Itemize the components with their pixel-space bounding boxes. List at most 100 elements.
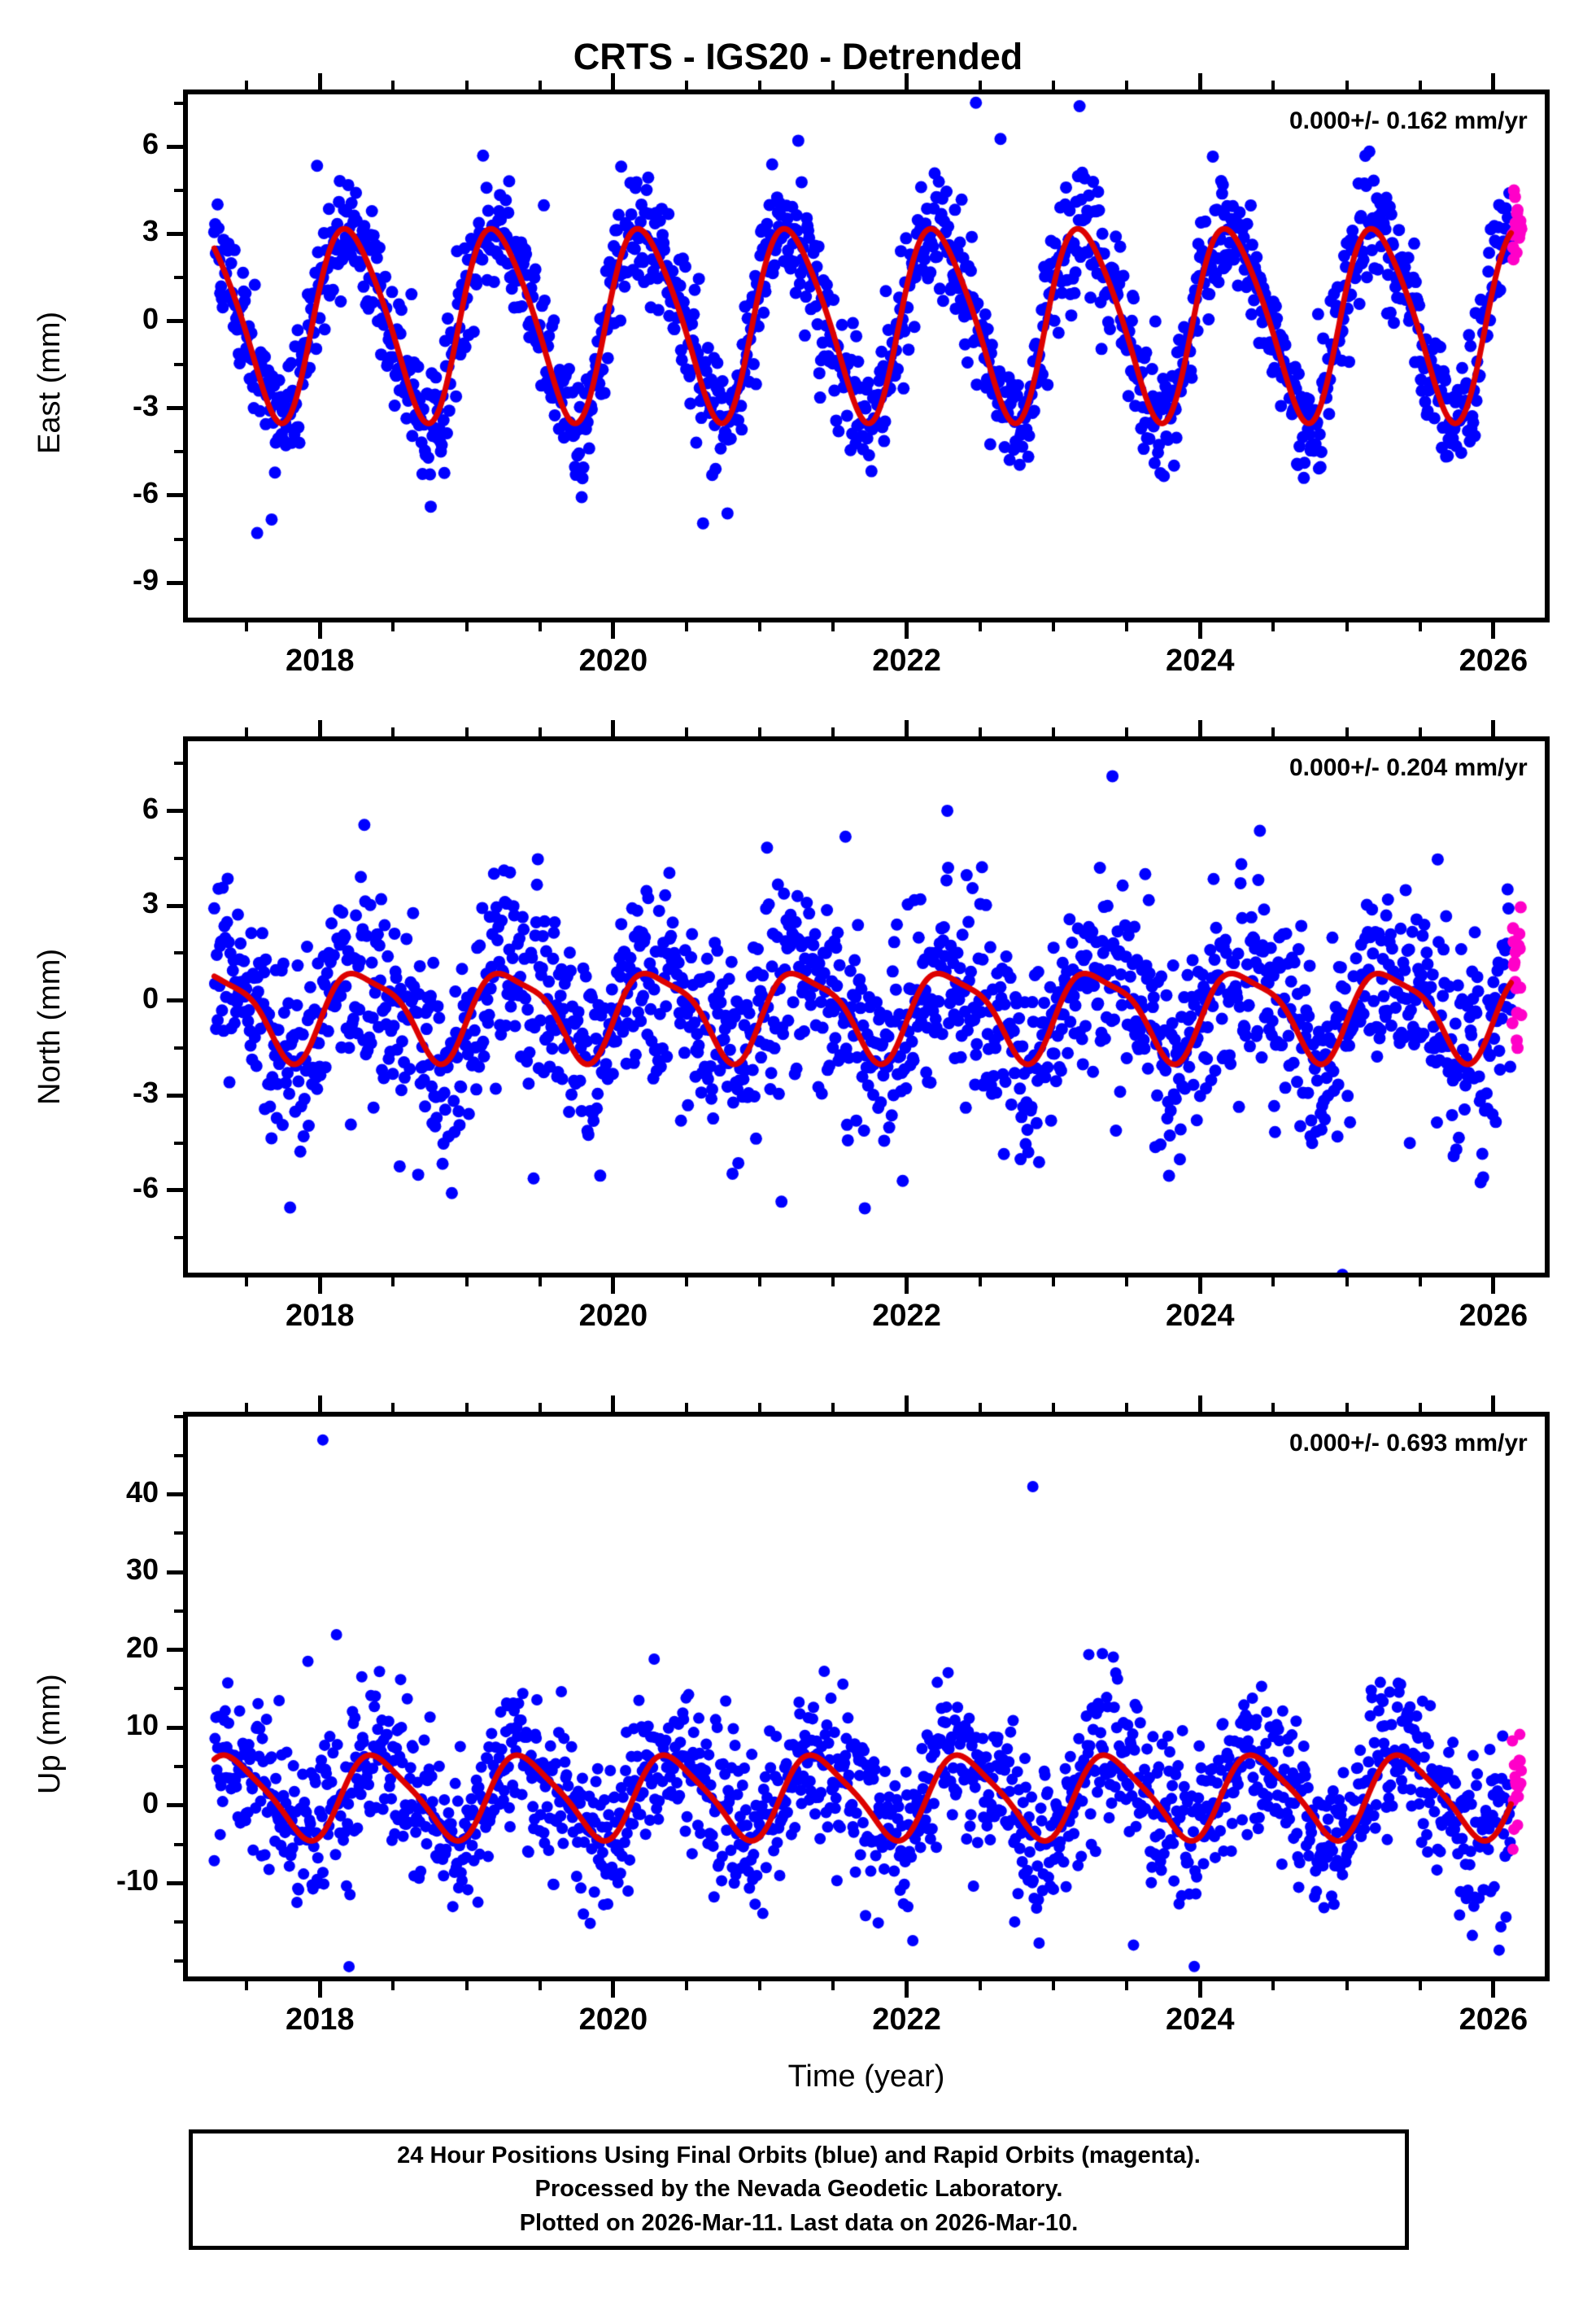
x-minor-tick-east [1418,81,1422,90]
y-tick-label-east-0: 6 [142,127,159,161]
x-minor-tick-up [685,1403,689,1412]
x-tick-east-3 [1197,622,1202,639]
y-tick-label-up-4: 0 [142,1785,159,1819]
y-tick-label-east-2: 0 [142,301,159,335]
x-minor-tick-east [245,81,249,90]
x-tick-top-up [1491,1395,1496,1412]
x-tick-top-up [1197,1395,1202,1412]
y-minor-tick-east [174,101,183,105]
x-minor-tick-east [1125,622,1129,631]
x-minor-tick-east [464,622,469,631]
y-tick-up-3 [167,1725,183,1730]
x-minor-tick-up [538,1981,542,1990]
y-tick-label-east-1: 3 [142,214,159,248]
x-minor-tick-north [245,1277,249,1286]
x-tick-north-0 [317,1277,322,1294]
y-tick-east-3 [167,406,183,411]
x-minor-tick-north [538,1277,542,1286]
x-minor-tick-up [685,1981,689,1990]
x-tick-north-4 [1491,1277,1496,1294]
x-tick-label-up-0: 2018 [286,2002,355,2037]
x-tick-label-north-0: 2018 [286,1299,355,1333]
x-minor-tick-north [391,1277,395,1286]
x-minor-tick-east [758,622,762,631]
plot-data-canvas-north [188,741,1545,1273]
x-minor-tick-east [1345,622,1349,631]
x-minor-tick-east [1271,81,1275,90]
plot-data-canvas-up [188,1417,1545,1976]
y-tick-north-1 [167,903,183,908]
x-tick-top-north [905,720,909,736]
x-tick-east-4 [1491,622,1496,639]
y-tick-label-east-4: -6 [132,475,159,509]
x-minor-tick-north [1271,727,1275,736]
x-minor-tick-north [464,727,469,736]
footer-caption-box: 24 Hour Positions Using Final Orbits (bl… [189,2129,1409,2250]
x-minor-tick-east [245,622,249,631]
y-minor-tick-north [174,1046,183,1050]
y-tick-label-north-3: -3 [132,1076,159,1110]
x-tick-label-east-3: 2024 [1165,644,1235,678]
y-minor-tick-east [174,188,183,192]
x-minor-tick-up [538,1403,542,1412]
y-tick-label-north-4: -6 [132,1170,159,1204]
y-tick-label-up-3: 10 [125,1708,159,1742]
x-tick-label-north-4: 2026 [1459,1299,1528,1333]
y-minor-tick-north [174,1236,183,1240]
x-tick-up-0 [317,1981,322,1998]
x-minor-tick-north [978,1277,982,1286]
x-minor-tick-east [391,622,395,631]
x-minor-tick-north [1345,1277,1349,1286]
y-tick-north-2 [167,998,183,1003]
x-axis-title-up: Time (year) [787,2059,945,2094]
x-tick-up-2 [905,1981,909,1998]
x-tick-north-3 [1197,1277,1202,1294]
y-tick-north-0 [167,809,183,813]
x-minor-tick-up [831,1981,835,1990]
x-tick-top-up [611,1395,616,1412]
x-tick-top-east [905,73,909,90]
x-tick-label-up-3: 2024 [1165,2002,1235,2037]
x-tick-east-0 [317,622,322,639]
footer-line-3: Plotted on 2026-Mar-11. Last data on 202… [519,2209,1079,2236]
x-minor-tick-east [831,622,835,631]
x-minor-tick-north [1125,1277,1129,1286]
x-tick-top-east [1491,73,1496,90]
x-tick-label-north-1: 2020 [578,1299,648,1333]
x-tick-top-east [1197,73,1202,90]
x-minor-tick-up [1051,1403,1055,1412]
x-minor-tick-east [1271,622,1275,631]
x-tick-top-north [611,720,616,736]
y-tick-label-up-1: 30 [125,1553,159,1587]
x-minor-tick-north [758,727,762,736]
x-minor-tick-north [1051,727,1055,736]
y-tick-east-1 [167,231,183,236]
x-minor-tick-north [391,727,395,736]
x-minor-tick-up [1345,1981,1349,1990]
x-tick-top-north [317,720,322,736]
y-minor-tick-north [174,762,183,766]
x-tick-top-up [905,1395,909,1412]
x-tick-north-2 [905,1277,909,1294]
x-tick-label-east-0: 2018 [286,644,355,678]
x-tick-label-up-1: 2020 [578,2002,648,2037]
footer-line-1: 24 Hour Positions Using Final Orbits (bl… [397,2142,1201,2169]
x-minor-tick-up [464,1981,469,1990]
x-minor-tick-up [978,1981,982,1990]
x-minor-tick-east [464,81,469,90]
x-minor-tick-east [685,81,689,90]
y-tick-label-north-2: 0 [142,980,159,1015]
x-tick-east-1 [611,622,616,639]
y-axis-title-up: Up (mm) [33,1674,67,1794]
x-minor-tick-north [538,727,542,736]
x-minor-tick-north [685,727,689,736]
rate-annotation-east: 0.000+/- 0.162 mm/yr [1289,107,1528,134]
x-minor-tick-east [1125,81,1129,90]
x-minor-tick-up [391,1403,395,1412]
y-tick-up-5 [167,1880,183,1885]
x-minor-tick-up [245,1981,249,1990]
x-minor-tick-up [1345,1403,1349,1412]
x-minor-tick-up [1125,1981,1129,1990]
